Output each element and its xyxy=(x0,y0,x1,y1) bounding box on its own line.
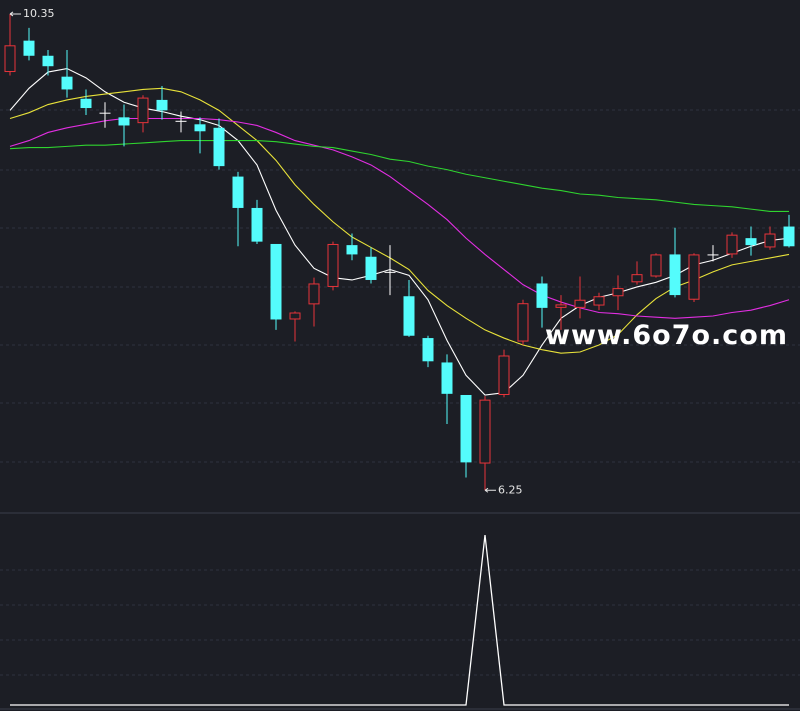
grid xyxy=(0,109,800,710)
candle-body xyxy=(517,303,529,342)
candle-body xyxy=(422,338,434,362)
candle-body xyxy=(441,362,453,394)
candle-body xyxy=(251,207,263,242)
candle-body xyxy=(23,40,35,56)
candle-body xyxy=(213,127,225,167)
ma-line xyxy=(9,140,789,212)
candle-body xyxy=(4,45,16,73)
candle-body xyxy=(650,254,662,277)
candle-body xyxy=(156,99,168,111)
candle-body xyxy=(631,274,643,283)
candle-body xyxy=(688,254,700,300)
candle-body xyxy=(232,176,244,208)
candle-body xyxy=(80,98,92,109)
candle-body xyxy=(289,312,301,320)
annotation-arrow xyxy=(484,487,496,493)
annotation-label: 10.35 xyxy=(23,7,55,20)
candle-body xyxy=(137,97,149,124)
indicator-line xyxy=(10,535,789,706)
candle-body xyxy=(403,296,415,336)
candle-body xyxy=(61,76,73,90)
candle-body xyxy=(118,117,130,126)
candle-body xyxy=(194,124,206,132)
annotation-label: 6.25 xyxy=(498,483,523,496)
candle-body xyxy=(479,399,491,464)
candle-body xyxy=(764,233,776,248)
candle-body xyxy=(346,245,358,255)
candle-body xyxy=(327,243,339,287)
candle-body xyxy=(574,299,586,308)
candle-body xyxy=(42,55,54,67)
candle-body xyxy=(555,304,567,308)
candle-body xyxy=(536,283,548,308)
annotation-arrow xyxy=(9,11,21,17)
watermark: www.6o7o.com xyxy=(545,320,788,351)
candle-body xyxy=(612,288,624,297)
candle-body xyxy=(669,254,681,296)
candle-body xyxy=(593,296,605,306)
candle-body xyxy=(745,238,757,246)
candle-body xyxy=(384,271,396,273)
candle-body xyxy=(175,120,187,122)
ma-line xyxy=(9,87,790,354)
candle-body xyxy=(498,355,510,395)
candle-body xyxy=(365,256,377,280)
candles xyxy=(4,13,795,491)
candle-body xyxy=(726,234,738,255)
candle-body xyxy=(270,243,282,320)
candle-body xyxy=(460,394,472,463)
candle-body xyxy=(99,112,111,114)
candle-body xyxy=(783,226,795,247)
candle-body xyxy=(308,283,320,305)
candle-body xyxy=(707,254,719,256)
